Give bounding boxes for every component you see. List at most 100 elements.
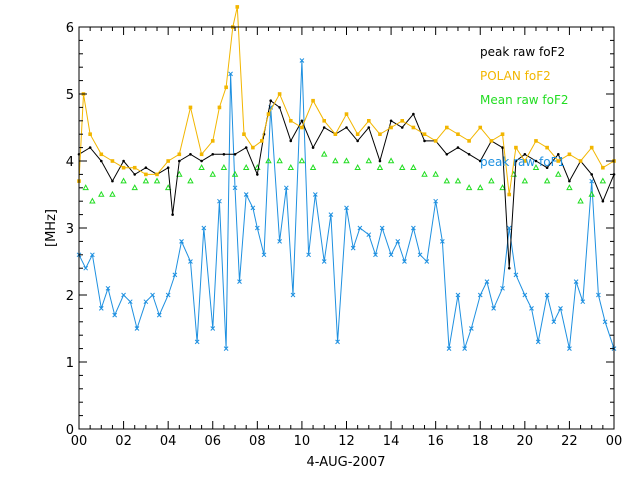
polan-fof2-point: [389, 125, 393, 130]
peak-raw-fof2-point: [367, 126, 371, 129]
peak-raw-fof1-point: [217, 198, 222, 204]
peak-raw-fof1-point: [112, 312, 118, 318]
peak-raw-fof1-point: [98, 306, 104, 311]
y-tick-label: 3: [66, 222, 74, 237]
peak-raw-fof1-point: [283, 185, 289, 191]
peak-raw-fof1-point: [277, 239, 282, 244]
mean-raw-fof2-point: [153, 177, 161, 184]
polan-fof2-point: [155, 172, 159, 177]
mean-raw-fof2-point: [555, 170, 562, 177]
polan-fof2-point: [300, 125, 304, 130]
polan-fof2-point: [578, 159, 583, 163]
polan-fof2-point: [166, 159, 170, 163]
peak-raw-fof1-point: [506, 225, 512, 231]
peak-raw-fof2-point: [412, 112, 415, 116]
polan-fof2-point: [121, 165, 126, 170]
peak-raw-fof1-point: [223, 346, 229, 351]
peak-raw-fof2-point: [178, 159, 181, 163]
peak-raw-fof1-point: [366, 232, 372, 238]
peak-raw-fof1-point: [312, 192, 318, 197]
peak-raw-fof2-point: [300, 119, 304, 123]
peak-raw-fof1-point: [388, 252, 394, 258]
peak-raw-fof2-point: [322, 126, 326, 129]
peak-raw-fof1-point: [567, 346, 572, 351]
peak-raw-fof1-point: [194, 339, 200, 345]
peak-raw-fof1-point: [150, 292, 155, 298]
legend-entry: peak raw foF2: [480, 45, 565, 59]
legend-entry: peak raw foF1: [480, 155, 565, 169]
polan-fof2-point: [601, 165, 605, 170]
mean-raw-fof2-point: [387, 157, 395, 164]
peak-raw-fof2-point: [501, 146, 504, 149]
peak-raw-fof2-point: [456, 146, 460, 149]
mean-raw-fof2-point: [477, 184, 484, 191]
peak-raw-fof1-point: [232, 185, 238, 191]
polan-fof2-point: [567, 152, 572, 157]
polan-fof2-point: [132, 165, 137, 170]
peak-raw-fof1-point: [446, 346, 452, 351]
peak-raw-fof1-point: [179, 239, 184, 244]
peak-raw-fof1-point: [500, 285, 505, 291]
peak-raw-fof1-point: [83, 265, 89, 271]
y-tick-label: 0: [66, 423, 74, 438]
peak-raw-fof1-point: [440, 239, 445, 244]
mean-raw-fof2-point: [120, 177, 127, 184]
polan-fof2-point: [445, 125, 449, 130]
x-tick-label: 06: [204, 434, 221, 449]
x-axis-title: 4-AUG-2007: [307, 455, 386, 470]
polan-fof2-point: [545, 145, 549, 150]
mean-raw-fof2-point: [543, 177, 551, 184]
peak-raw-fof1-point: [558, 306, 563, 311]
mean-raw-fof2-point: [298, 157, 306, 164]
series-mean-raw-fof2: [82, 150, 607, 204]
peak-raw-fof2-point: [88, 146, 92, 149]
peak-raw-fof1-point: [188, 259, 193, 264]
mean-raw-fof2-point: [454, 177, 462, 184]
polan-fof2-point: [500, 132, 505, 136]
polan-fof2-point: [556, 159, 561, 163]
mean-raw-fof2-point: [365, 157, 373, 164]
series-peak-raw-fof1: [76, 58, 617, 351]
polan-fof2-point: [235, 5, 240, 9]
peak-raw-fof1-point: [580, 299, 586, 305]
legend-entry: POLAN foF2: [480, 69, 551, 83]
polan-fof2-point: [366, 119, 371, 123]
polan-fof2-point: [333, 132, 338, 136]
peak-raw-fof1-point: [544, 292, 550, 298]
x-tick-label: 22: [561, 434, 578, 449]
peak-raw-fof1-point: [455, 292, 461, 298]
mean-raw-fof2-point: [421, 170, 428, 177]
x-tick-label: 18: [472, 434, 489, 449]
mean-raw-fof2-point: [198, 164, 205, 170]
peak-raw-fof1-point: [350, 245, 356, 251]
polan-fof2-point: [144, 172, 148, 177]
peak-raw-fof2-point: [345, 126, 348, 129]
mean-raw-fof2-point: [276, 157, 283, 164]
mean-raw-fof2-point: [488, 177, 495, 184]
x-tick-label: 14: [383, 434, 400, 449]
mean-raw-fof2-point: [265, 157, 272, 164]
peak-raw-fof1-point: [522, 292, 528, 298]
peak-raw-fof2-point: [99, 159, 103, 163]
mean-raw-fof2-point: [398, 164, 406, 170]
polan-fof2-point: [523, 159, 527, 163]
polan-fof2-point: [177, 152, 182, 157]
peak-raw-fof1-point: [250, 205, 256, 211]
peak-raw-fof1-point: [379, 225, 385, 231]
polan-fof2-point: [210, 139, 215, 143]
mean-raw-fof2-point: [499, 184, 506, 191]
peak-raw-fof1-point: [477, 292, 483, 298]
mean-raw-fof2-point: [187, 177, 194, 184]
polan-fof2-point: [467, 139, 471, 143]
mean-raw-fof2-point: [220, 164, 228, 170]
polan-fof2-point: [478, 125, 483, 130]
polan-fof2-point: [456, 132, 460, 136]
peak-raw-fof1-point: [121, 292, 126, 298]
peak-raw-fof2-point: [311, 146, 315, 149]
peak-raw-fof2-point: [122, 159, 125, 163]
polan-fof2-point: [507, 192, 512, 197]
peak-raw-fof2-point: [111, 179, 114, 183]
peak-raw-fof2-point: [523, 153, 527, 156]
polan-fof2-point: [322, 119, 327, 123]
mean-raw-fof2-point: [354, 164, 361, 170]
